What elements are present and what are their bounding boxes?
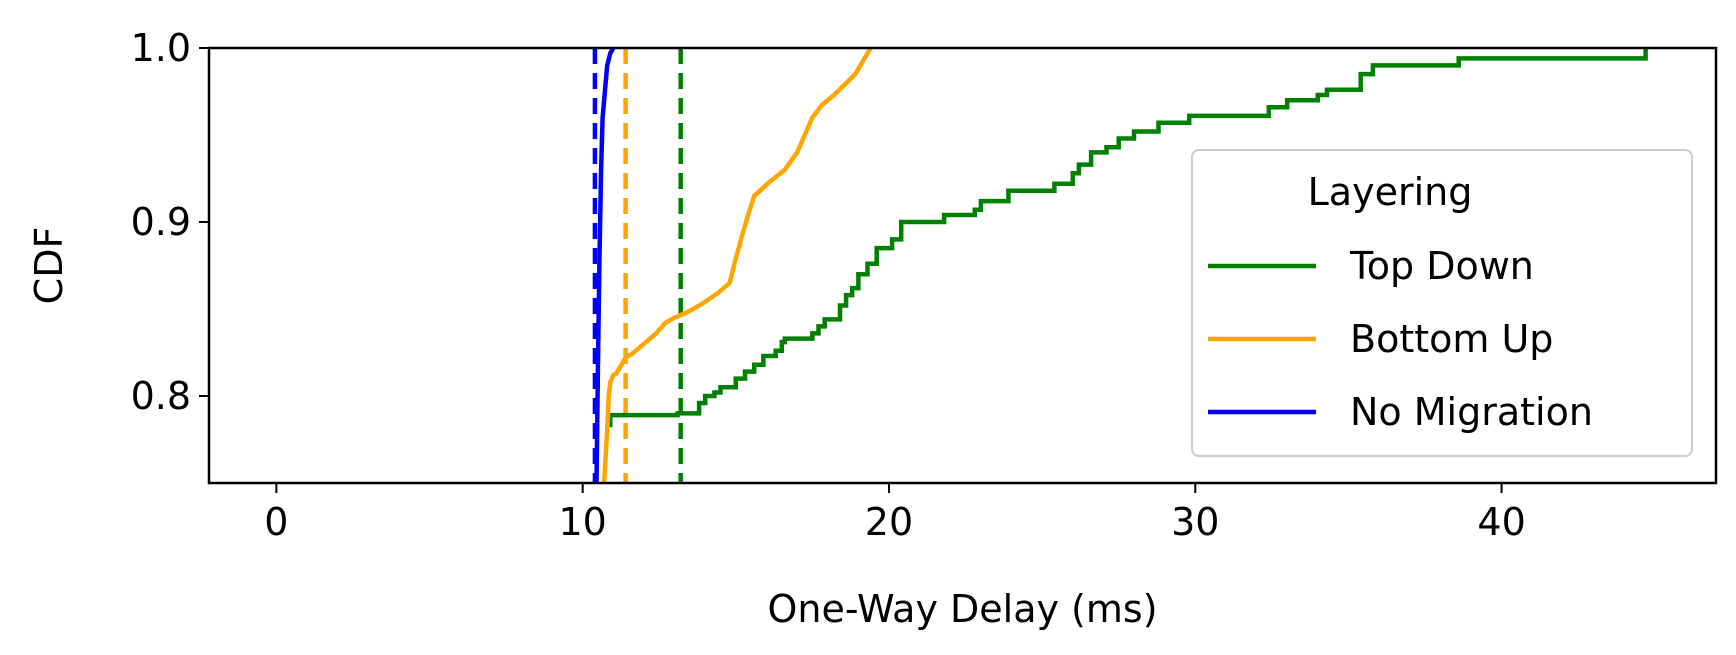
- legend-label-bottom-up: Bottom Up: [1350, 317, 1553, 361]
- legend: Layering Top Down Bottom Up No Migration: [1191, 149, 1693, 457]
- plot-frame: [207, 46, 1718, 485]
- y-tick-label: 1.0: [131, 26, 191, 70]
- legend-box: [1191, 149, 1693, 457]
- y-axis: 0.8 0.9 1.0: [131, 26, 209, 418]
- x-tick-label: 30: [1171, 500, 1219, 544]
- x-axis: 0 10 20 30 40: [264, 483, 1526, 544]
- x-tick-label: 40: [1477, 500, 1525, 544]
- legend-label-no-migration: No Migration: [1350, 390, 1593, 434]
- legend-title: Layering: [1308, 170, 1473, 214]
- y-tick-label: 0.9: [131, 200, 191, 244]
- plot-area: [592, 48, 1648, 483]
- x-tick-label: 10: [559, 500, 607, 544]
- legend-label-top-down: Top Down: [1349, 244, 1534, 288]
- series-line-bottom-up: [601, 48, 873, 483]
- series-line-top-down: [608, 48, 1648, 428]
- x-tick-label: 20: [865, 500, 913, 544]
- x-tick-label: 0: [264, 500, 288, 544]
- y-tick-label: 0.8: [131, 374, 191, 418]
- x-axis-label: One-Way Delay (ms): [767, 587, 1157, 631]
- series-line-no-migration: [594, 48, 616, 483]
- y-axis-label: CDF: [27, 227, 71, 305]
